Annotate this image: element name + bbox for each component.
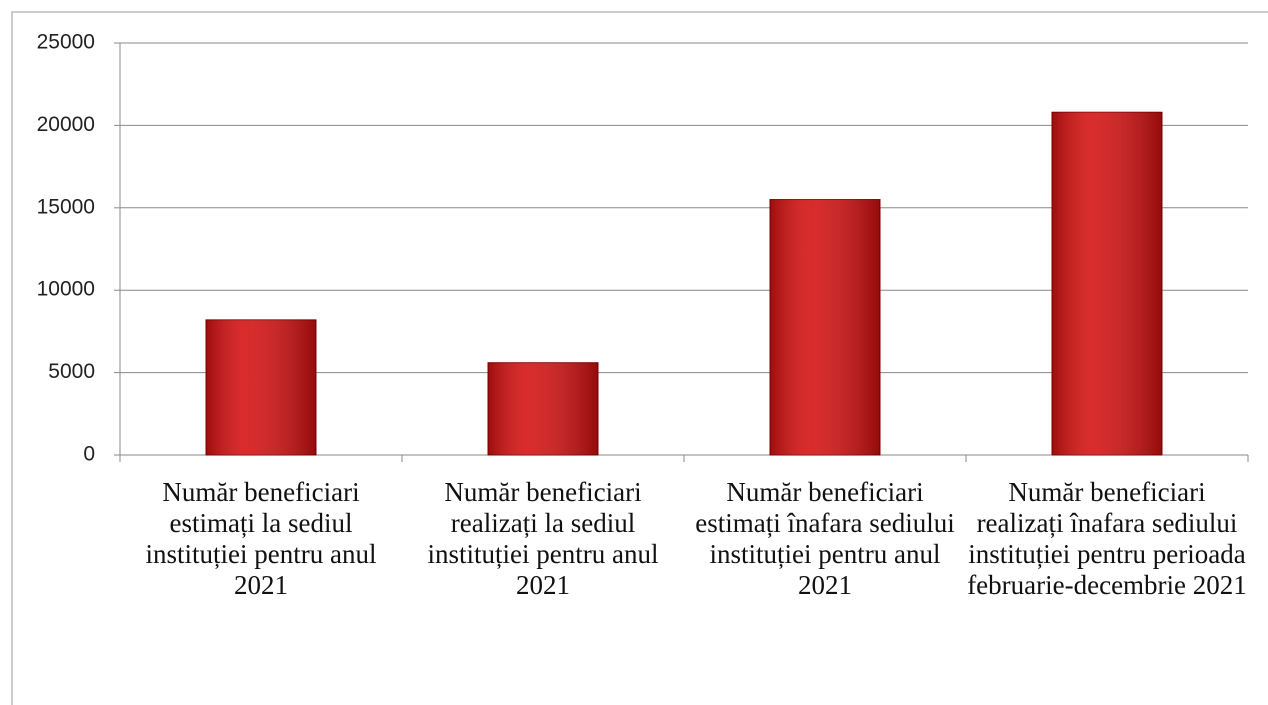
bar-shade bbox=[206, 319, 316, 455]
frame bbox=[11, 11, 1268, 705]
bar-shade bbox=[770, 199, 880, 455]
bar-shade bbox=[1052, 112, 1162, 455]
x-tick-label: Număr beneficiari estimați la sediul ins… bbox=[145, 477, 377, 600]
y-tick-label: 25000 bbox=[37, 31, 95, 54]
y-tick-label: 0 bbox=[83, 443, 95, 466]
bar-shade bbox=[488, 362, 598, 455]
y-tick-label: 10000 bbox=[37, 278, 95, 301]
y-tick-label: 15000 bbox=[37, 195, 95, 218]
y-tick-label: 20000 bbox=[37, 113, 95, 136]
x-tick-label: Număr beneficiari estimați înafara sediu… bbox=[695, 477, 955, 600]
x-tick-label: Număr beneficiari realizați la sediul in… bbox=[427, 477, 659, 600]
y-tick-label: 5000 bbox=[48, 360, 95, 383]
x-tick-label: Număr beneficiari realizați înafara sedi… bbox=[967, 477, 1247, 600]
